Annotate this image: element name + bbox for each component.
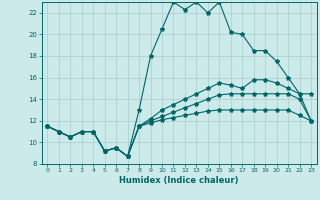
X-axis label: Humidex (Indice chaleur): Humidex (Indice chaleur): [119, 176, 239, 185]
